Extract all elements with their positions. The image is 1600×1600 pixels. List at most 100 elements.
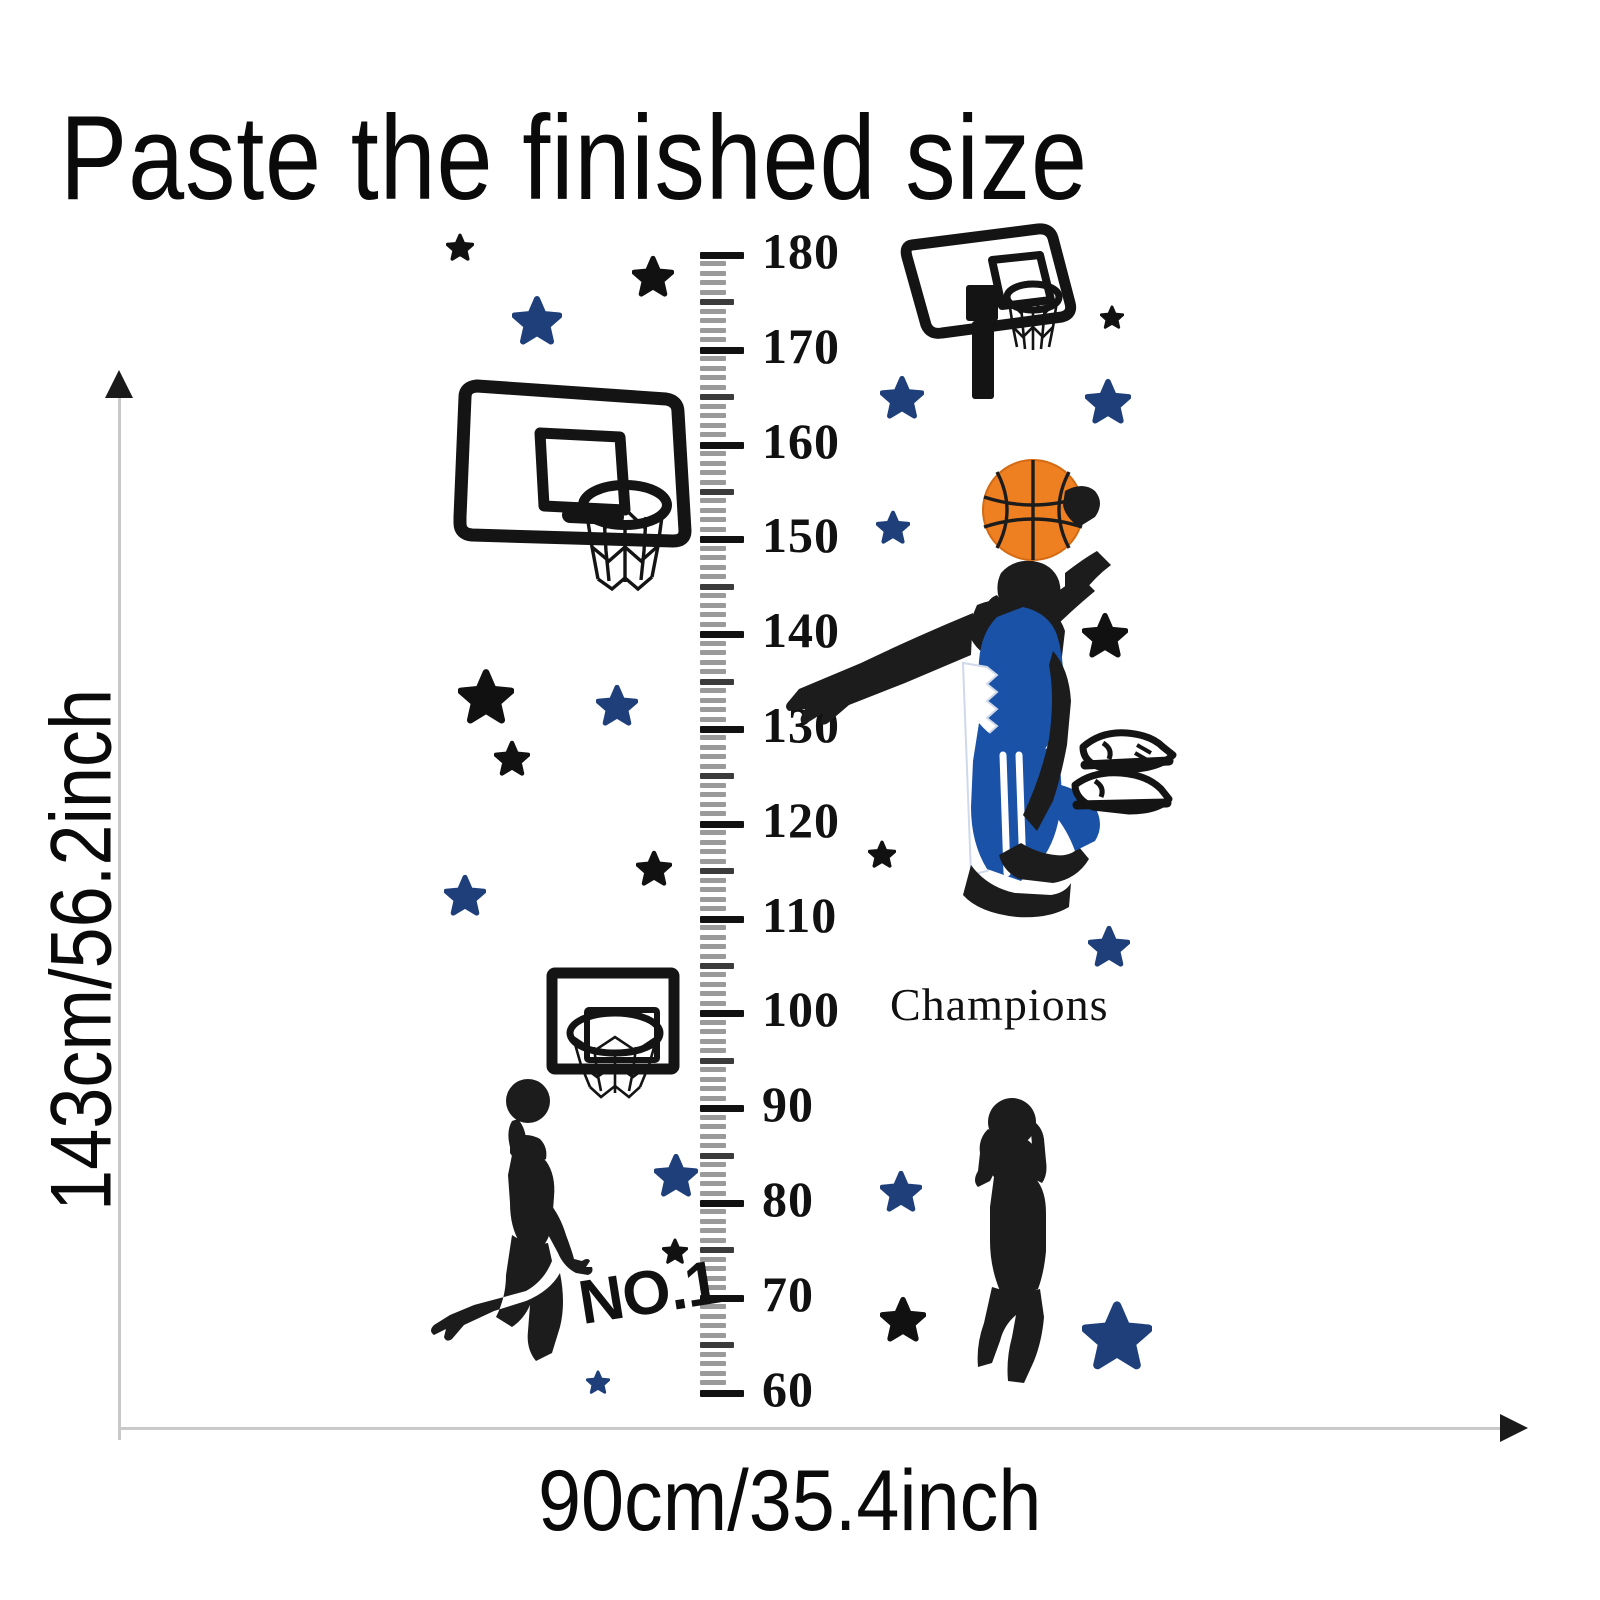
ruler-tick-minor: [700, 479, 726, 485]
ruler-tick-major: [700, 536, 744, 544]
height-measure-line: [118, 392, 121, 1440]
ruler-tick-minor: [700, 934, 726, 940]
ruler-tick-minor: [700, 801, 726, 807]
ruler-tick-minor: [700, 555, 726, 561]
ruler-label-140: 140: [762, 602, 840, 659]
ruler-tick-minor: [700, 270, 726, 276]
ruler-tick-minor: [700, 1181, 726, 1187]
ruler-tick-minor: [700, 763, 726, 769]
ruler-tick-minor: [700, 1124, 726, 1130]
ruler-tick-minor: [700, 470, 726, 476]
ruler-label-120: 120: [762, 791, 840, 848]
star-icon: [445, 233, 475, 266]
ruler-tick-minor: [700, 1190, 726, 1196]
ruler-tick-minor: [700, 782, 726, 788]
star-icon: [879, 1170, 923, 1217]
ruler-tick-minor: [700, 944, 726, 950]
ruler-tick-minor: [700, 1323, 726, 1329]
ruler-tick-mid: [700, 299, 734, 306]
ruler-tick-minor: [700, 517, 726, 523]
ruler-tick-minor: [700, 337, 726, 343]
ruler-tick-minor: [700, 688, 726, 694]
ruler-tick-mid: [700, 963, 734, 969]
ruler-tick-minor: [700, 1038, 726, 1044]
ruler-tick-minor: [700, 1029, 726, 1035]
ruler-tick-minor: [700, 877, 726, 883]
player-dunk-silhouette: [431, 1079, 593, 1361]
ruler-tick-minor: [700, 498, 726, 504]
basketball-hoop-small: [546, 967, 680, 1099]
star-icon: [1084, 378, 1132, 429]
ruler-tick-minor: [700, 1162, 726, 1168]
ruler-tick-minor: [700, 906, 726, 912]
ruler-tick-minor: [700, 1095, 726, 1101]
ruler-tick-minor: [700, 403, 726, 409]
ruler-tick-minor: [700, 308, 726, 314]
ruler-tick-minor: [700, 602, 726, 608]
ruler-tick-major: [700, 1294, 744, 1302]
ruler-tick-minor: [700, 289, 726, 295]
ruler-tick-minor: [700, 1133, 726, 1139]
ruler-tick-major: [700, 726, 744, 733]
ruler-tick-minor: [700, 858, 726, 864]
ruler-tick-minor: [700, 413, 726, 419]
ruler-tick-minor: [700, 451, 726, 457]
champions-text: Champions: [890, 979, 1109, 1030]
star-icon: [631, 255, 675, 302]
ruler-tick-minor: [700, 261, 726, 267]
ruler-tick-minor: [700, 735, 726, 741]
ruler-tick-minor: [700, 1380, 726, 1386]
ruler-tick-minor: [700, 659, 726, 665]
ruler-tick-minor: [700, 887, 726, 893]
ruler-tick-minor: [700, 839, 726, 845]
ruler-tick-minor: [700, 365, 726, 371]
ruler-tick-major: [700, 915, 744, 923]
ruler-tick-minor: [700, 545, 726, 551]
ruler-tick-minor: [700, 280, 726, 286]
ruler-tick-minor: [700, 375, 726, 381]
ruler-tick-mid: [700, 773, 734, 780]
ruler-tick-minor: [700, 1351, 726, 1357]
ruler-tick-minor: [700, 612, 726, 618]
ruler-tick-minor: [700, 1256, 726, 1262]
star-icon: [1087, 925, 1131, 972]
star-icon: [1081, 612, 1129, 663]
ruler-tick-minor: [700, 707, 726, 713]
ruler-tick-major: [700, 820, 744, 828]
star-icon: [1099, 305, 1125, 334]
ruler-tick-major: [700, 346, 744, 354]
star-icon: [653, 1153, 699, 1202]
star-icon: [511, 295, 563, 350]
ruler-tick-minor: [700, 1067, 726, 1073]
star-icon: [635, 850, 673, 891]
basketball-hoop-post: [900, 223, 1077, 399]
ruler-tick-mid: [700, 489, 734, 495]
ruler-tick-minor: [700, 640, 726, 646]
ruler-tick-minor: [700, 669, 726, 675]
ruler-tick-major: [700, 1389, 744, 1397]
ruler-tick-minor: [700, 460, 726, 466]
ruler-tick-minor: [700, 792, 726, 798]
star-icon: [867, 840, 897, 873]
ruler-tick-major: [700, 1200, 744, 1207]
ruler-tick-mid: [700, 1057, 734, 1064]
ruler-tick-minor: [700, 697, 726, 703]
ruler-tick-minor: [700, 925, 726, 931]
star-icon: [493, 740, 531, 781]
star-icon: [443, 874, 487, 921]
ruler-tick-mid: [700, 1342, 734, 1349]
width-measure-line: [118, 1427, 1518, 1430]
ruler-tick-minor: [700, 384, 726, 390]
ruler-label-90: 90: [762, 1076, 814, 1133]
ruler-label-110: 110: [762, 886, 838, 943]
ruler-tick-minor: [700, 830, 726, 836]
ruler-tick-mid: [700, 394, 734, 401]
ruler-tick-minor: [700, 1000, 726, 1006]
ruler-tick-major: [700, 1105, 744, 1113]
star-icon: [661, 1238, 689, 1269]
star-icon: [875, 510, 911, 549]
ruler-tick-minor: [700, 1048, 726, 1054]
ruler-tick-minor: [700, 564, 726, 570]
ruler-tick-minor: [700, 1218, 726, 1224]
